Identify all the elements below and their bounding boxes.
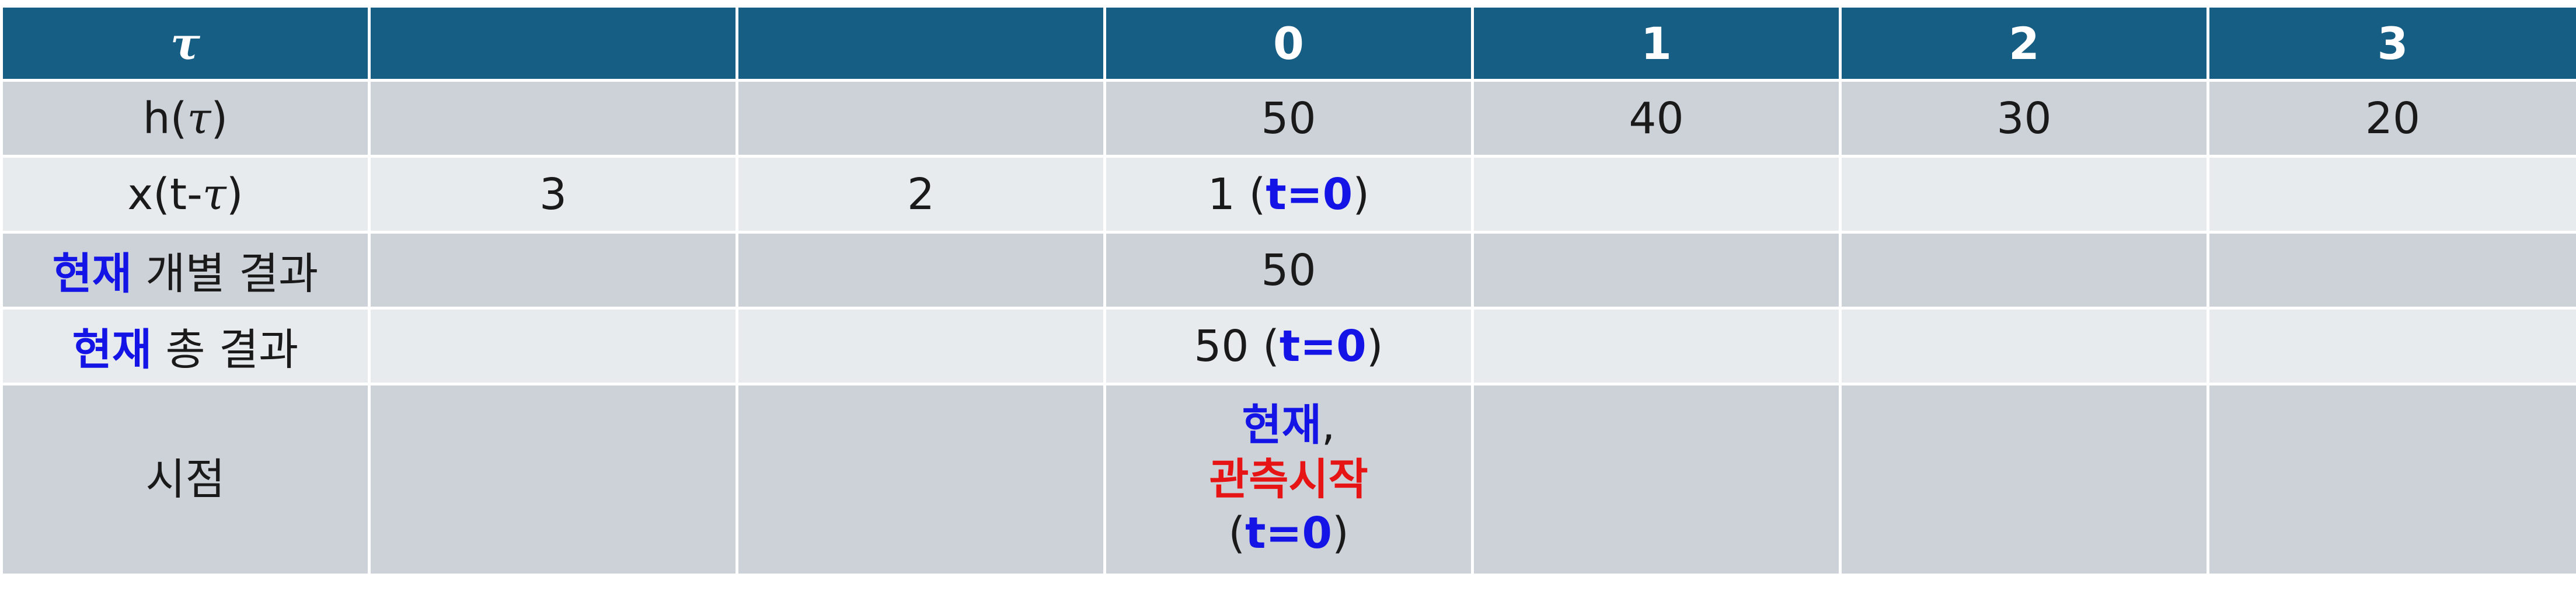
- table-cell: [1839, 307, 2209, 385]
- table-cell: [1471, 307, 1842, 385]
- table-cell: [735, 231, 1106, 310]
- table-cell: [2206, 155, 2576, 234]
- convolution-table: τ 0 1 2 3 h(τ) 50 40 30 20 x(t-τ) 3 2 1 …: [0, 5, 2576, 576]
- row-label-total: 현재 총 결과: [0, 307, 371, 385]
- table-cell: 현재, 관측시작 (t=0): [1103, 383, 1474, 576]
- header-cell-2: 2: [1839, 5, 2209, 82]
- table-cell: 2: [735, 155, 1106, 234]
- header-tau: τ: [0, 5, 371, 82]
- table-cell: [1839, 231, 2209, 310]
- table-cell: [368, 231, 738, 310]
- table-cell: [368, 79, 738, 158]
- table-cell: 1 (t=0): [1103, 155, 1474, 234]
- table-cell: 3: [368, 155, 738, 234]
- header-row: τ 0 1 2 3: [0, 5, 2576, 82]
- table-cell: [1839, 383, 2209, 576]
- table-cell: [368, 383, 738, 576]
- table-cell: 30: [1839, 79, 2209, 158]
- table-cell: [735, 307, 1106, 385]
- row-h: h(τ) 50 40 30 20: [0, 79, 2576, 158]
- table-cell: [2206, 383, 2576, 576]
- table-cell: [1471, 231, 1842, 310]
- header-cell-0: 0: [1103, 5, 1474, 82]
- row-label-x: x(t-τ): [0, 155, 371, 234]
- table-cell: [1471, 383, 1842, 576]
- table-cell: [1471, 155, 1842, 234]
- time-line-2: 관측시작: [1209, 454, 1368, 505]
- convolution-table-container: τ 0 1 2 3 h(τ) 50 40 30 20 x(t-τ) 3 2 1 …: [0, 5, 2576, 576]
- table-cell: 50: [1103, 231, 1474, 310]
- table-cell: 50 (t=0): [1103, 307, 1474, 385]
- row-x: x(t-τ) 3 2 1 (t=0): [0, 155, 2576, 234]
- header-cell-empty: [735, 5, 1106, 82]
- row-total-result: 현재 총 결과 50 (t=0): [0, 307, 2576, 385]
- table-cell: 50: [1103, 79, 1474, 158]
- header-cell-3: 3: [2206, 5, 2576, 82]
- table-cell: 20: [2206, 79, 2576, 158]
- row-label-individual: 현재 개별 결과: [0, 231, 371, 310]
- table-cell: [735, 383, 1106, 576]
- table-cell: 40: [1471, 79, 1842, 158]
- row-time-point: 시점 현재, 관측시작 (t=0): [0, 383, 2576, 576]
- header-cell-empty: [368, 5, 738, 82]
- table-cell: [2206, 231, 2576, 310]
- table-cell: [368, 307, 738, 385]
- row-individual-result: 현재 개별 결과 50: [0, 231, 2576, 310]
- header-cell-1: 1: [1471, 5, 1842, 82]
- time-line-3: (t=0): [1228, 508, 1349, 559]
- row-label-time: 시점: [0, 383, 371, 576]
- table-cell: [2206, 307, 2576, 385]
- table-cell: [735, 79, 1106, 158]
- row-label-h: h(τ): [0, 79, 371, 158]
- table-cell: [1839, 155, 2209, 234]
- time-line-1: 현재,: [1242, 400, 1336, 451]
- tau-symbol: τ: [170, 17, 201, 70]
